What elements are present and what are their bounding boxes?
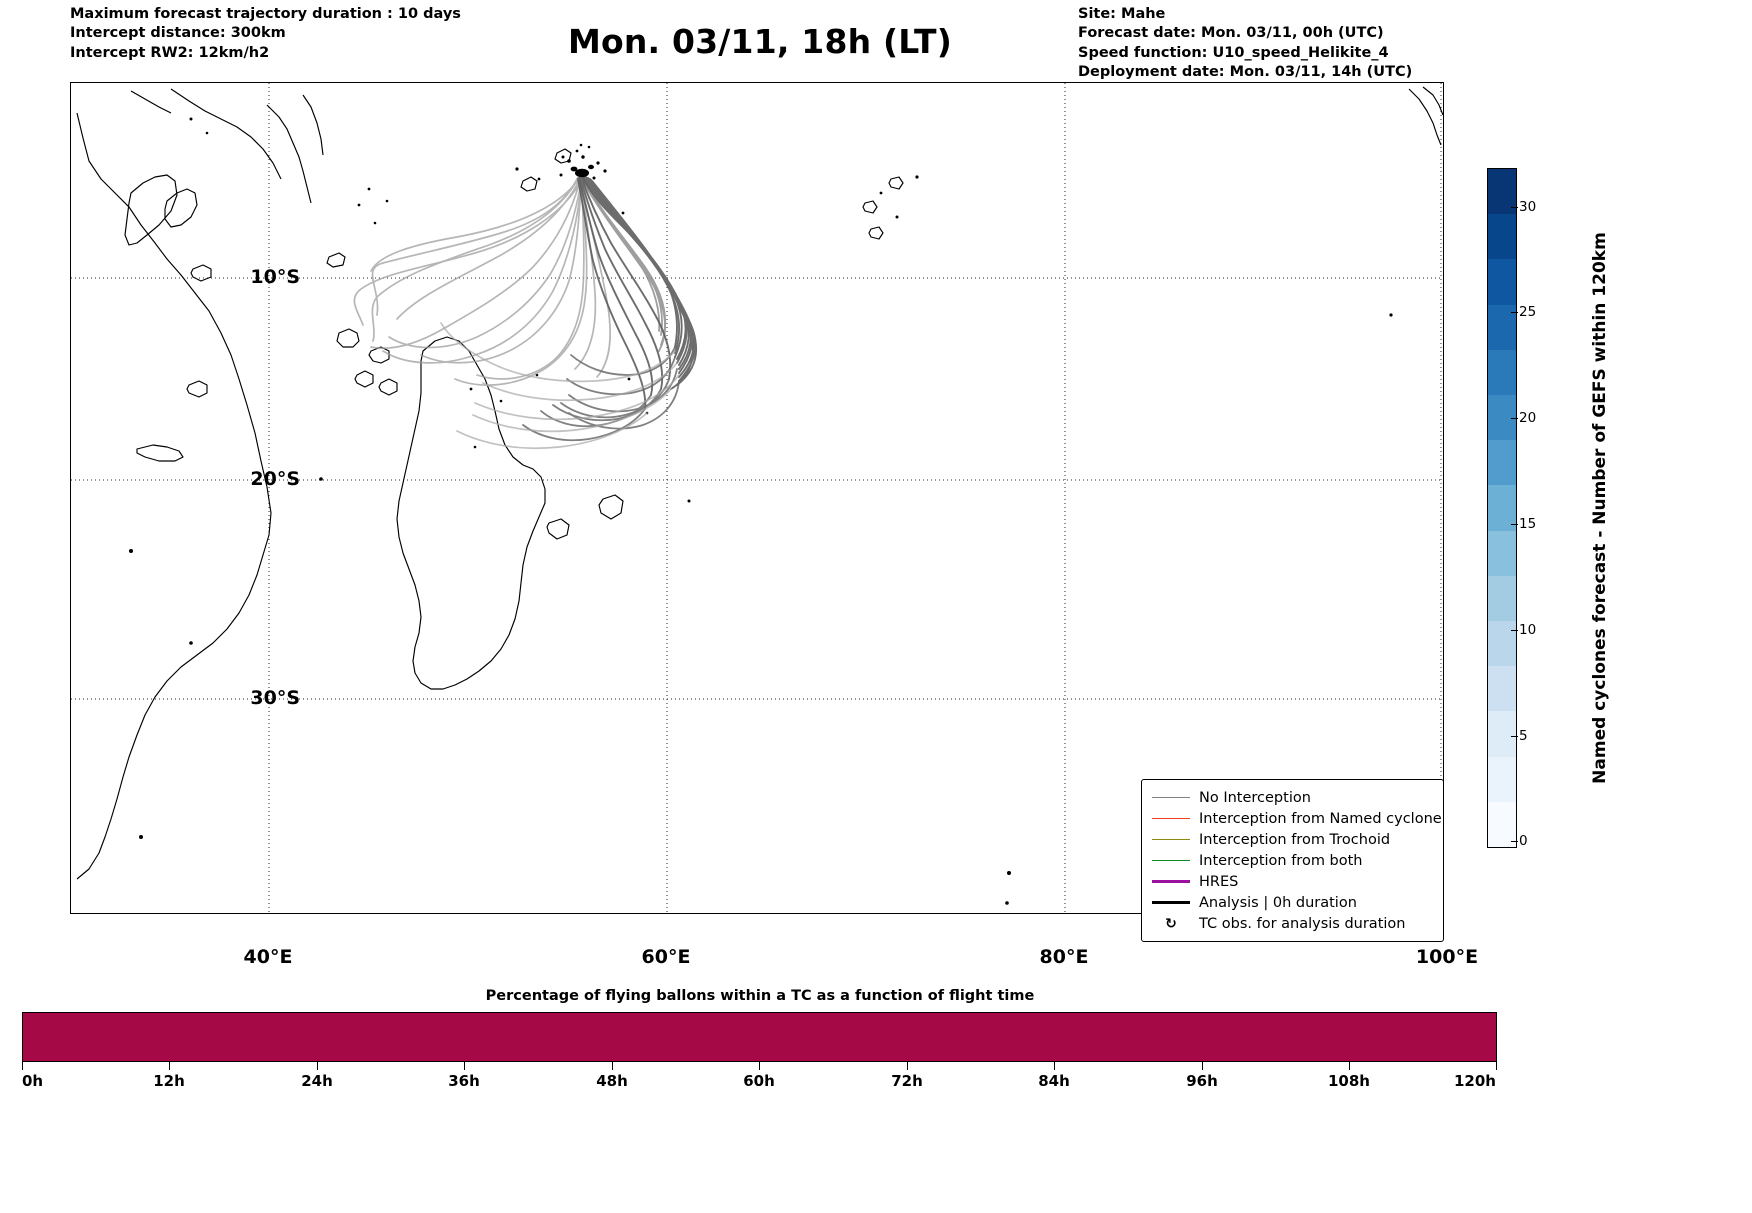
bottom-label-60h: 60h xyxy=(743,1072,775,1090)
deployment-date-line: Deployment date: Mon. 03/11, 14h (UTC) xyxy=(1078,63,1413,80)
colorbar-tick-20: 20 xyxy=(1510,410,1537,426)
bottom-tick xyxy=(1054,1062,1055,1070)
colorbar-tick-5: 5 xyxy=(1511,728,1528,744)
colorbar-step xyxy=(1488,801,1516,847)
colorbar-tick-0: 0 xyxy=(1511,833,1528,849)
legend-label: No Interception xyxy=(1199,789,1311,806)
map-xtick-100e: 100°E xyxy=(1415,946,1479,968)
colorbar-step xyxy=(1488,168,1516,215)
trajectory-lines-dark xyxy=(577,174,698,410)
map-legend[interactable]: No Interception Interception from Named … xyxy=(1141,779,1444,942)
colorbar-step xyxy=(1488,711,1516,757)
legend-item-tc-obs[interactable]: ↻ TC obs. for analysis duration xyxy=(1149,913,1434,934)
legend-item-analysis[interactable]: Analysis | 0h duration xyxy=(1149,892,1434,913)
legend-swatch-line-icon xyxy=(1149,860,1193,861)
trajectory-tails-light xyxy=(440,322,680,450)
colorbar-step xyxy=(1488,530,1516,576)
bottom-label-0h: 0h xyxy=(22,1072,44,1090)
legend-label: Interception from Trochoid xyxy=(1199,831,1391,848)
trajectory-map[interactable] xyxy=(70,82,1444,914)
map-ytick-10s: 10°S xyxy=(250,266,300,288)
map-xtick-80e: 80°E xyxy=(1039,946,1089,968)
map-xtick-40e: 40°E xyxy=(243,946,293,968)
header-right-info: Site: Mahe Forecast date: Mon. 03/11, 00… xyxy=(1078,5,1412,82)
bottom-label-36h: 36h xyxy=(448,1072,480,1090)
legend-swatch-line-icon xyxy=(1149,901,1193,904)
max-duration-line: Maximum forecast trajectory duration : 1… xyxy=(70,6,461,22)
colorbar-step xyxy=(1488,756,1516,802)
bottom-tick xyxy=(1202,1062,1203,1070)
page-title: Mon. 03/11, 18h (LT) xyxy=(567,22,953,61)
bottom-tick xyxy=(464,1062,465,1070)
bottom-label-96h: 96h xyxy=(1186,1072,1218,1090)
legend-label: Interception from Named cyclone xyxy=(1199,810,1442,827)
trajectory-lines-mid xyxy=(582,176,667,352)
legend-label: Analysis | 0h duration xyxy=(1199,894,1357,911)
legend-swatch-line-icon xyxy=(1149,797,1193,798)
bottom-tick xyxy=(759,1062,760,1070)
colorbar-step xyxy=(1488,394,1516,441)
colorbar-tick-30: 30 xyxy=(1510,199,1537,215)
bottom-tick xyxy=(1349,1062,1350,1070)
flight-time-bar-axis[interactable] xyxy=(22,1012,1497,1062)
colorbar-step xyxy=(1488,349,1516,395)
header-left-info: Maximum forecast trajectory duration : 1… xyxy=(70,5,461,63)
colorbar-step xyxy=(1488,575,1516,621)
intercept-distance-line: Intercept distance: 300km xyxy=(70,25,286,42)
colorbar-tick-15: 15 xyxy=(1510,516,1537,532)
colorbar-axis-label: Named cyclones forecast - Number of GEFS… xyxy=(1590,232,1610,784)
colorbar[interactable] xyxy=(1487,168,1517,848)
colorbar-step xyxy=(1488,620,1516,667)
bottom-tick xyxy=(612,1062,613,1070)
legend-swatch-line-icon xyxy=(1149,818,1193,819)
bottom-bar-title: Percentage of flying ballons within a TC… xyxy=(485,988,1035,1004)
bottom-label-48h: 48h xyxy=(596,1072,628,1090)
trajectory-lines-light xyxy=(353,174,611,386)
bottom-label-120h: 120h xyxy=(1454,1072,1496,1090)
colorbar-step xyxy=(1488,259,1516,305)
legend-label: HRES xyxy=(1199,873,1239,890)
cyclone-rotation-icon: ↻ xyxy=(1165,915,1177,932)
site-line: Site: Mahe xyxy=(1078,6,1166,22)
colorbar-step xyxy=(1488,485,1516,531)
colorbar-tick-10: 10 xyxy=(1510,622,1537,638)
map-ytick-20s: 20°S xyxy=(250,468,300,490)
colorbar-step xyxy=(1488,214,1516,260)
legend-item-hres[interactable]: HRES xyxy=(1149,871,1434,892)
bottom-label-84h: 84h xyxy=(1038,1072,1070,1090)
legend-item-no-interception[interactable]: No Interception xyxy=(1149,787,1434,808)
bottom-label-24h: 24h xyxy=(301,1072,333,1090)
colorbar-step xyxy=(1488,666,1516,712)
colorbar-tick-25: 25 xyxy=(1510,304,1537,320)
bottom-tick xyxy=(169,1062,170,1070)
bottom-label-72h: 72h xyxy=(891,1072,923,1090)
forecast-date-line: Forecast date: Mon. 03/11, 00h (UTC) xyxy=(1078,25,1384,42)
legend-swatch-line-icon xyxy=(1149,880,1193,883)
bottom-tick xyxy=(1496,1062,1497,1070)
map-gridlines xyxy=(71,83,1443,913)
bottom-tick xyxy=(907,1062,908,1070)
legend-label: TC obs. for analysis duration xyxy=(1199,915,1406,932)
map-canvas xyxy=(71,83,1443,913)
coastline-dots xyxy=(129,117,1393,905)
map-ytick-30s: 30°S xyxy=(250,687,300,709)
legend-swatch-line-icon xyxy=(1149,839,1193,840)
bottom-label-108h: 108h xyxy=(1328,1072,1370,1090)
launch-cluster-markers xyxy=(559,145,607,180)
intercept-rw2-line: Intercept RW2: 12km/h2 xyxy=(70,44,270,61)
bottom-label-12h: 12h xyxy=(153,1072,185,1090)
legend-item-trochoid[interactable]: Interception from Trochoid xyxy=(1149,829,1434,850)
legend-label: Interception from both xyxy=(1199,852,1363,869)
legend-item-named-cyclone[interactable]: Interception from Named cyclone xyxy=(1149,808,1442,829)
speed-function-line: Speed function: U10_speed_Helikite_4 xyxy=(1078,44,1389,61)
flight-time-bar-fill xyxy=(23,1013,1496,1061)
map-svg xyxy=(71,83,1443,913)
map-xtick-60e: 60°E xyxy=(641,946,691,968)
bottom-tick xyxy=(317,1062,318,1070)
colorbar-step xyxy=(1488,440,1516,486)
legend-item-both[interactable]: Interception from both xyxy=(1149,850,1434,871)
bottom-tick xyxy=(22,1062,23,1070)
